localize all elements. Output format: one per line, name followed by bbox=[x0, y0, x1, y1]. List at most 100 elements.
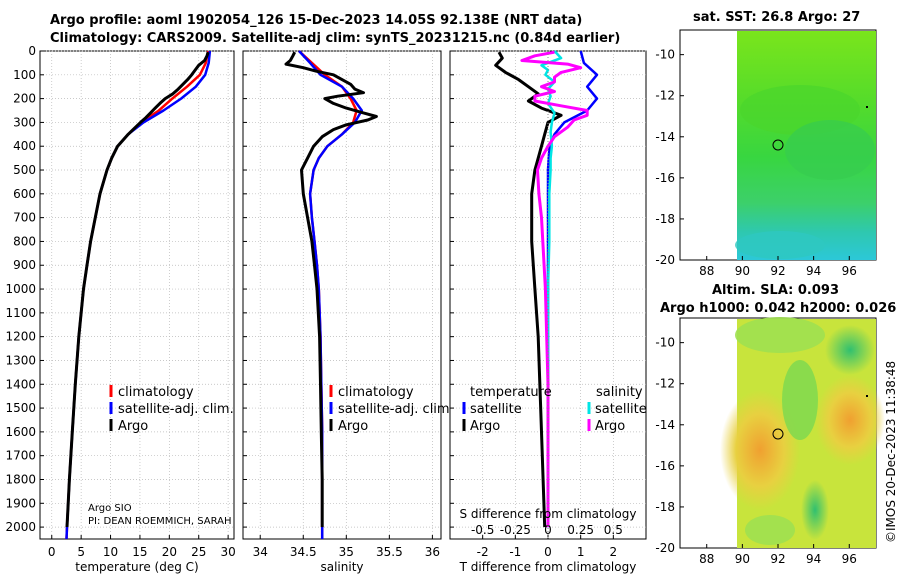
sla-field-patch bbox=[745, 515, 795, 545]
s-diff-tick-label: -0.5 bbox=[471, 523, 494, 537]
sla-field-patch bbox=[825, 325, 875, 375]
legend-label-satellite: satellite-adj. clim. bbox=[118, 402, 234, 417]
legend-label-satellite: satellite-adj. clim. bbox=[338, 402, 454, 417]
depth-tick-label: 200 bbox=[13, 92, 36, 106]
x-tick-label: 34 bbox=[253, 545, 268, 559]
temperature-panel: 0 5 10 15 20 25 30 temperature (deg C) climato… bbox=[39, 50, 236, 574]
depth-tick-label: 1300 bbox=[5, 353, 36, 367]
depth-tick-label: 400 bbox=[13, 139, 36, 153]
legend-label-s-satellite: satellite bbox=[595, 402, 647, 417]
series-argo bbox=[65, 51, 210, 528]
x-tick-label: 20 bbox=[162, 545, 177, 559]
legend-label-argo: Argo bbox=[338, 419, 368, 434]
depth-tick-label: 1200 bbox=[5, 330, 36, 344]
sla-map-title-1: Altim. SLA: 0.093 bbox=[712, 283, 839, 298]
depth-tick-label: 1400 bbox=[5, 377, 36, 391]
depth-tick-label: 700 bbox=[13, 211, 36, 225]
salinity-xlabel: salinity bbox=[320, 560, 363, 574]
sst-speck bbox=[866, 106, 868, 108]
sst-map: 88 90 92 94 96 -10 -12 -14 -16 -18 -20 bbox=[655, 29, 877, 278]
map-x-tick-label: 96 bbox=[842, 264, 857, 278]
legend-label-climatology: climatology bbox=[338, 385, 414, 400]
map-y-tick-label: -10 bbox=[655, 48, 675, 62]
x-tick-label: 2 bbox=[610, 545, 618, 559]
depth-tick-label: 1900 bbox=[5, 496, 36, 510]
map-x-tick-label: 90 bbox=[735, 552, 750, 566]
x-tick-label: 0 bbox=[48, 545, 56, 559]
depth-tick-label: 500 bbox=[13, 163, 36, 177]
legend-label-argo: Argo bbox=[118, 419, 148, 434]
depth-tick-label: 800 bbox=[13, 234, 36, 248]
sla-argo-marker bbox=[772, 428, 784, 440]
sst-argo-marker bbox=[772, 139, 784, 151]
sla-field-patch bbox=[815, 375, 885, 465]
depth-tick-label: 0 bbox=[28, 44, 36, 58]
x-tick-label: -1 bbox=[509, 545, 521, 559]
x-tick-label: -2 bbox=[477, 545, 489, 559]
sla-field-patch bbox=[782, 360, 818, 440]
x-tick-label: 5 bbox=[77, 545, 85, 559]
temperature-legend: climatology satellite-adj. clim. Argo bbox=[109, 385, 234, 434]
series-t-argo bbox=[494, 51, 563, 528]
depth-tick-label: 2000 bbox=[5, 520, 36, 534]
map-x-tick-label: 92 bbox=[770, 552, 785, 566]
s-diff-tick-label: 0.25 bbox=[567, 523, 594, 537]
depth-tick-label: 1600 bbox=[5, 425, 36, 439]
t-diff-xlabel: T difference from climatology bbox=[459, 560, 637, 574]
x-tick-label: 25 bbox=[191, 545, 206, 559]
salinity-plot-frame bbox=[242, 50, 442, 540]
sla-field-patch bbox=[720, 390, 800, 510]
map-x-tick-label: 94 bbox=[806, 264, 821, 278]
salinity-legend: climatology satellite-adj. clim. Argo bbox=[329, 385, 454, 434]
sla-field-patch bbox=[735, 317, 825, 353]
map-y-tick-label: -20 bbox=[655, 253, 675, 267]
sla-speck bbox=[866, 395, 868, 397]
sst-field-patch bbox=[785, 120, 875, 180]
difference-legend: temperature satellite Argo salinity sate… bbox=[462, 385, 647, 434]
s-diff-tick-label: 0 bbox=[544, 523, 552, 537]
map-y-tick-label: -14 bbox=[655, 418, 675, 432]
map-x-tick-label: 96 bbox=[842, 552, 857, 566]
title-line-1: Argo profile: aoml 1902054_126 15-Dec-20… bbox=[50, 13, 583, 28]
map-x-tick-label: 88 bbox=[699, 552, 714, 566]
s-diff-tick-label: 0.5 bbox=[604, 523, 623, 537]
depth-tick-label: 1700 bbox=[5, 449, 36, 463]
title-line-2: Climatology: CARS2009. Satellite-adj cli… bbox=[50, 31, 621, 46]
depth-tick-label: 300 bbox=[13, 115, 36, 129]
map-y-tick-label: -16 bbox=[655, 459, 675, 473]
legend-label-climatology: climatology bbox=[118, 385, 194, 400]
x-tick-label: 1 bbox=[577, 545, 585, 559]
map-x-tick-label: 88 bbox=[699, 264, 714, 278]
pi-line-1: Argo SIO bbox=[88, 503, 132, 514]
temperature-xlabel: temperature (deg C) bbox=[75, 560, 198, 574]
salinity-panel: 34 34.5 35 35.5 36 salinity climatology sate… bbox=[242, 50, 454, 574]
depth-tick-label: 1000 bbox=[5, 282, 36, 296]
s-diff-tick-label: -0.25 bbox=[500, 523, 531, 537]
map-y-tick-label: -10 bbox=[655, 336, 675, 350]
map-y-tick-label: -12 bbox=[655, 377, 675, 391]
legend-label-t-argo: Argo bbox=[470, 419, 500, 434]
x-tick-label: 35.5 bbox=[376, 545, 403, 559]
map-y-tick-label: -12 bbox=[655, 89, 675, 103]
x-tick-label: 35 bbox=[339, 545, 354, 559]
map-x-tick-label: 94 bbox=[806, 552, 821, 566]
map-x-tick-label: 92 bbox=[770, 264, 785, 278]
x-tick-label: 30 bbox=[220, 545, 235, 559]
sla-field-patch bbox=[801, 480, 829, 540]
x-tick-label: 0 bbox=[544, 545, 552, 559]
x-tick-label: 15 bbox=[132, 545, 147, 559]
depth-tick-label: 900 bbox=[13, 258, 36, 272]
series-s-argo bbox=[520, 50, 589, 528]
depth-tick-label: 1500 bbox=[5, 401, 36, 415]
depth-tick-label: 1100 bbox=[5, 306, 36, 320]
map-y-tick-label: -20 bbox=[655, 541, 675, 555]
legend-title-salinity: salinity bbox=[596, 385, 643, 400]
sst-map-title: sat. SST: 26.8 Argo: 27 bbox=[693, 10, 861, 25]
legend-title-temperature: temperature bbox=[470, 385, 552, 400]
map-y-tick-label: -14 bbox=[655, 130, 675, 144]
sst-field-patch bbox=[735, 231, 825, 259]
depth-tick-labels: 0 100 200 300 400 500 600 700 800 900 1000 1100 1200… bbox=[5, 44, 36, 534]
temperature-plot-frame bbox=[39, 50, 235, 540]
sla-map-title-2: Argo h1000: 0.042 h2000: 0.026 bbox=[660, 301, 897, 316]
